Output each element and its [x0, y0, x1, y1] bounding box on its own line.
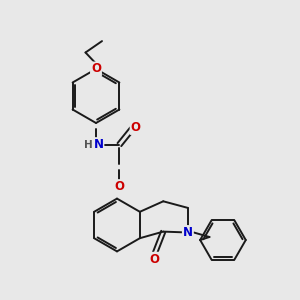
Text: O: O	[149, 253, 159, 266]
Text: N: N	[93, 138, 103, 151]
Text: O: O	[114, 180, 124, 193]
Text: H: H	[84, 140, 93, 150]
Text: O: O	[91, 62, 101, 76]
Text: O: O	[130, 121, 141, 134]
Text: N: N	[183, 226, 193, 239]
